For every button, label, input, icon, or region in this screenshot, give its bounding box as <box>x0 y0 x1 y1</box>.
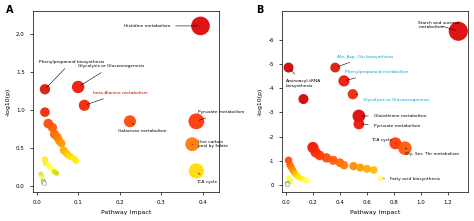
Point <box>329 158 337 162</box>
Point <box>38 174 46 178</box>
Point <box>51 133 58 136</box>
Point <box>293 173 301 177</box>
Point <box>42 162 50 165</box>
Point <box>55 139 63 143</box>
Point <box>349 92 356 96</box>
Text: Histidine metabolism: Histidine metabolism <box>124 24 198 28</box>
Point <box>81 103 88 107</box>
Point <box>304 179 311 183</box>
Text: B: B <box>255 5 263 15</box>
Point <box>355 122 363 126</box>
Text: One carbon
pool by folate: One carbon pool by folate <box>192 140 228 149</box>
Point <box>340 79 348 83</box>
Point <box>66 155 73 158</box>
Text: Starch and sucrose
metabolism: Starch and sucrose metabolism <box>419 21 460 30</box>
Point <box>49 168 57 171</box>
Text: TCA cycle: TCA cycle <box>196 173 218 184</box>
Text: Glycolysis or Gluconeogenesis: Glycolysis or Gluconeogenesis <box>78 64 145 86</box>
Point <box>74 85 82 89</box>
Point <box>309 146 317 149</box>
Point <box>46 164 53 167</box>
Point <box>370 168 378 172</box>
Point <box>340 163 348 167</box>
Text: Aminoacyl-tRNA
biosynthesis: Aminoacyl-tRNA biosynthesis <box>286 70 321 88</box>
Point <box>70 157 78 160</box>
Point <box>39 180 47 184</box>
Point <box>285 158 292 162</box>
Point <box>285 66 292 69</box>
Point <box>192 120 200 123</box>
Point <box>38 176 46 179</box>
Point <box>455 29 462 33</box>
Point <box>355 114 363 118</box>
Point <box>287 166 295 169</box>
Point <box>350 164 357 168</box>
Point <box>53 171 60 175</box>
X-axis label: Pathway Impact: Pathway Impact <box>350 210 401 215</box>
Point <box>64 153 72 157</box>
Point <box>377 177 384 181</box>
Point <box>286 163 294 167</box>
Point <box>363 167 371 171</box>
Text: Ala, Asp, Glu biosynthesis: Ala, Asp, Glu biosynthesis <box>337 55 393 67</box>
Point <box>41 110 49 114</box>
Point <box>356 166 364 169</box>
Point <box>50 170 58 173</box>
Point <box>300 97 307 101</box>
Text: beta-Alanine metabolism: beta-Alanine metabolism <box>87 91 147 104</box>
Text: Gly, Ser, Thr metabolism: Gly, Ser, Thr metabolism <box>405 148 459 156</box>
Point <box>46 166 54 170</box>
Point <box>41 158 49 161</box>
Text: TCA cycle: TCA cycle <box>371 138 395 143</box>
Point <box>72 159 80 163</box>
Point <box>331 66 339 69</box>
Text: Pyruvate metabolism: Pyruvate metabolism <box>199 110 245 120</box>
Point <box>37 172 45 176</box>
Point <box>60 149 67 152</box>
Point <box>285 181 292 184</box>
Point <box>62 151 70 154</box>
Point <box>283 181 291 185</box>
Point <box>336 161 344 164</box>
Point <box>126 120 134 123</box>
Text: Phenylpropanoid metabolism: Phenylpropanoid metabolism <box>346 70 409 80</box>
Text: Fatty acid biosynthesis: Fatty acid biosynthesis <box>383 177 440 181</box>
Point <box>298 177 306 181</box>
Point <box>39 179 46 183</box>
Point <box>301 178 309 182</box>
Point <box>316 154 323 157</box>
Y-axis label: -log10(p): -log10(p) <box>6 87 10 116</box>
Point <box>292 172 299 176</box>
Text: Glutathione metabolism: Glutathione metabolism <box>362 114 426 118</box>
Point <box>192 169 200 173</box>
Point <box>294 175 302 178</box>
Point <box>286 178 294 182</box>
Point <box>40 182 47 185</box>
Point <box>49 126 56 129</box>
Point <box>283 183 291 186</box>
Text: A: A <box>6 5 14 15</box>
Point <box>296 176 303 179</box>
Text: Galactose metabolism: Galactose metabolism <box>118 123 166 133</box>
Point <box>401 147 409 150</box>
Point <box>54 135 61 139</box>
Point <box>287 180 295 183</box>
Point <box>285 176 292 179</box>
Point <box>45 122 52 125</box>
Text: Glycolysis or Gluconeogenesis: Glycolysis or Gluconeogenesis <box>356 95 429 102</box>
Point <box>289 168 296 171</box>
Point <box>323 156 330 160</box>
Point <box>392 142 399 145</box>
Point <box>58 142 65 145</box>
Point <box>290 170 298 174</box>
Point <box>312 151 319 154</box>
X-axis label: Pathway Impact: Pathway Impact <box>100 210 151 215</box>
Text: Pyruvate metabolism: Pyruvate metabolism <box>362 124 420 128</box>
Text: Phenylpropanoid biosynthesis: Phenylpropanoid biosynthesis <box>39 60 104 87</box>
Point <box>197 24 204 28</box>
Point <box>188 142 196 146</box>
Point <box>41 88 49 91</box>
Y-axis label: -log10(p): -log10(p) <box>258 87 263 116</box>
Point <box>39 177 46 181</box>
